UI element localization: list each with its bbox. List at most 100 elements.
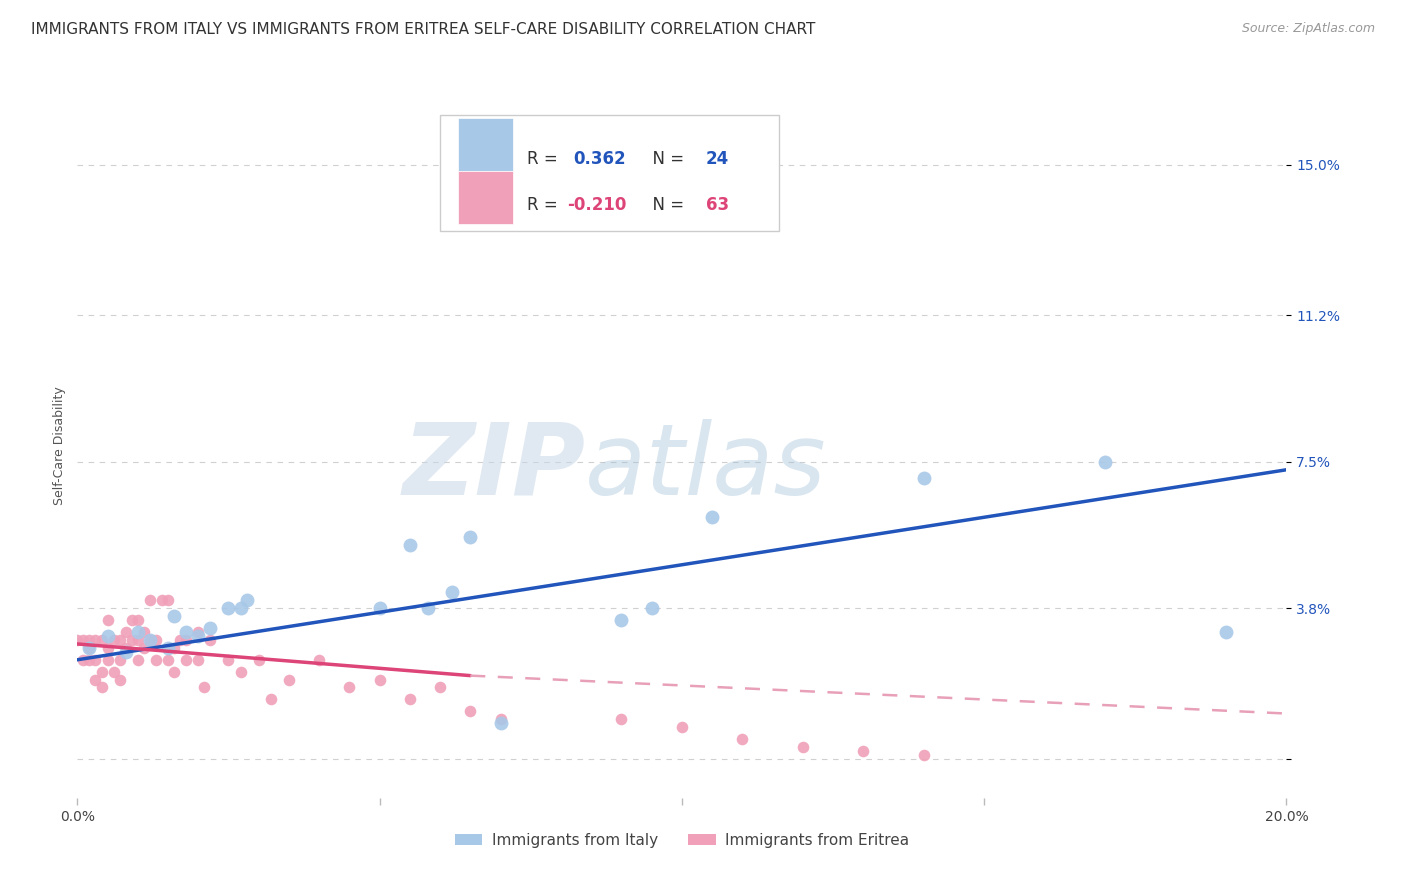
Point — [429, 681, 451, 695]
Point — [108, 632, 131, 647]
Point — [121, 613, 143, 627]
Point — [157, 640, 180, 655]
Point — [114, 640, 136, 655]
Point — [79, 632, 101, 647]
Point — [108, 653, 131, 667]
Point — [247, 653, 270, 667]
Point — [702, 510, 724, 524]
Point — [610, 613, 633, 627]
Point — [84, 673, 107, 687]
Text: 0.362: 0.362 — [574, 150, 626, 168]
Text: N =: N = — [643, 150, 689, 168]
Point — [84, 653, 107, 667]
Point — [278, 673, 301, 687]
Point — [145, 653, 167, 667]
Point — [193, 681, 215, 695]
Point — [163, 609, 186, 624]
Point — [489, 712, 512, 726]
Point — [66, 632, 89, 647]
Bar — [458, 171, 513, 224]
Point — [187, 629, 209, 643]
Point — [1215, 625, 1237, 640]
Point — [127, 613, 149, 627]
Point — [218, 601, 240, 615]
Point — [337, 681, 360, 695]
Point — [84, 632, 107, 647]
Point — [671, 720, 693, 734]
Text: -0.210: -0.210 — [567, 196, 627, 214]
Point — [96, 640, 118, 655]
Point — [416, 601, 439, 615]
Point — [163, 640, 186, 655]
Point — [108, 673, 131, 687]
Point — [610, 712, 633, 726]
Point — [103, 665, 125, 679]
Point — [218, 653, 240, 667]
Point — [79, 640, 101, 655]
Point — [132, 625, 155, 640]
Point — [399, 692, 422, 706]
Point — [157, 593, 180, 607]
Point — [399, 538, 422, 552]
Point — [229, 601, 252, 615]
Point — [368, 673, 391, 687]
Point — [200, 632, 222, 647]
Point — [912, 747, 935, 762]
Point — [731, 731, 754, 746]
Point — [458, 704, 481, 718]
Point — [127, 653, 149, 667]
Point — [229, 665, 252, 679]
Point — [72, 632, 94, 647]
Point — [96, 629, 118, 643]
Point — [114, 625, 136, 640]
Point — [139, 632, 162, 647]
Point — [121, 632, 143, 647]
Point — [200, 621, 222, 635]
Point — [79, 640, 101, 655]
Text: IMMIGRANTS FROM ITALY VS IMMIGRANTS FROM ERITREA SELF-CARE DISABILITY CORRELATIO: IMMIGRANTS FROM ITALY VS IMMIGRANTS FROM… — [31, 22, 815, 37]
Point — [145, 632, 167, 647]
Point — [458, 530, 481, 544]
Point — [127, 625, 149, 640]
Text: R =: R = — [527, 150, 568, 168]
Point — [72, 653, 94, 667]
Text: R =: R = — [527, 196, 564, 214]
Text: atlas: atlas — [585, 418, 827, 516]
Y-axis label: Self-Care Disability: Self-Care Disability — [53, 386, 66, 506]
Legend: Immigrants from Italy, Immigrants from Eritrea: Immigrants from Italy, Immigrants from E… — [449, 827, 915, 855]
Point — [792, 739, 814, 754]
Point — [114, 645, 136, 659]
Point — [658, 169, 681, 184]
FancyBboxPatch shape — [440, 115, 779, 231]
Point — [235, 593, 257, 607]
Text: N =: N = — [643, 196, 689, 214]
Point — [852, 744, 875, 758]
Text: Source: ZipAtlas.com: Source: ZipAtlas.com — [1241, 22, 1375, 36]
Point — [90, 632, 112, 647]
Point — [139, 593, 162, 607]
Point — [169, 632, 191, 647]
Point — [79, 653, 101, 667]
Point — [157, 653, 180, 667]
Point — [308, 653, 330, 667]
Point — [441, 585, 464, 599]
Point — [127, 632, 149, 647]
Point — [912, 471, 935, 485]
Point — [368, 601, 391, 615]
Point — [641, 601, 664, 615]
Text: ZIP: ZIP — [402, 418, 585, 516]
Point — [90, 681, 112, 695]
Text: 63: 63 — [706, 196, 730, 214]
Point — [132, 640, 155, 655]
Point — [260, 692, 283, 706]
Bar — [458, 118, 513, 170]
Point — [103, 632, 125, 647]
Point — [150, 593, 173, 607]
Point — [174, 632, 197, 647]
Point — [163, 665, 186, 679]
Point — [174, 625, 197, 640]
Point — [1094, 455, 1116, 469]
Text: 24: 24 — [706, 150, 730, 168]
Point — [96, 613, 118, 627]
Point — [139, 632, 162, 647]
